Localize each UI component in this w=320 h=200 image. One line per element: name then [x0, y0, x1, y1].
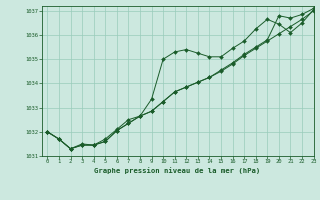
X-axis label: Graphe pression niveau de la mer (hPa): Graphe pression niveau de la mer (hPa) [94, 167, 261, 174]
